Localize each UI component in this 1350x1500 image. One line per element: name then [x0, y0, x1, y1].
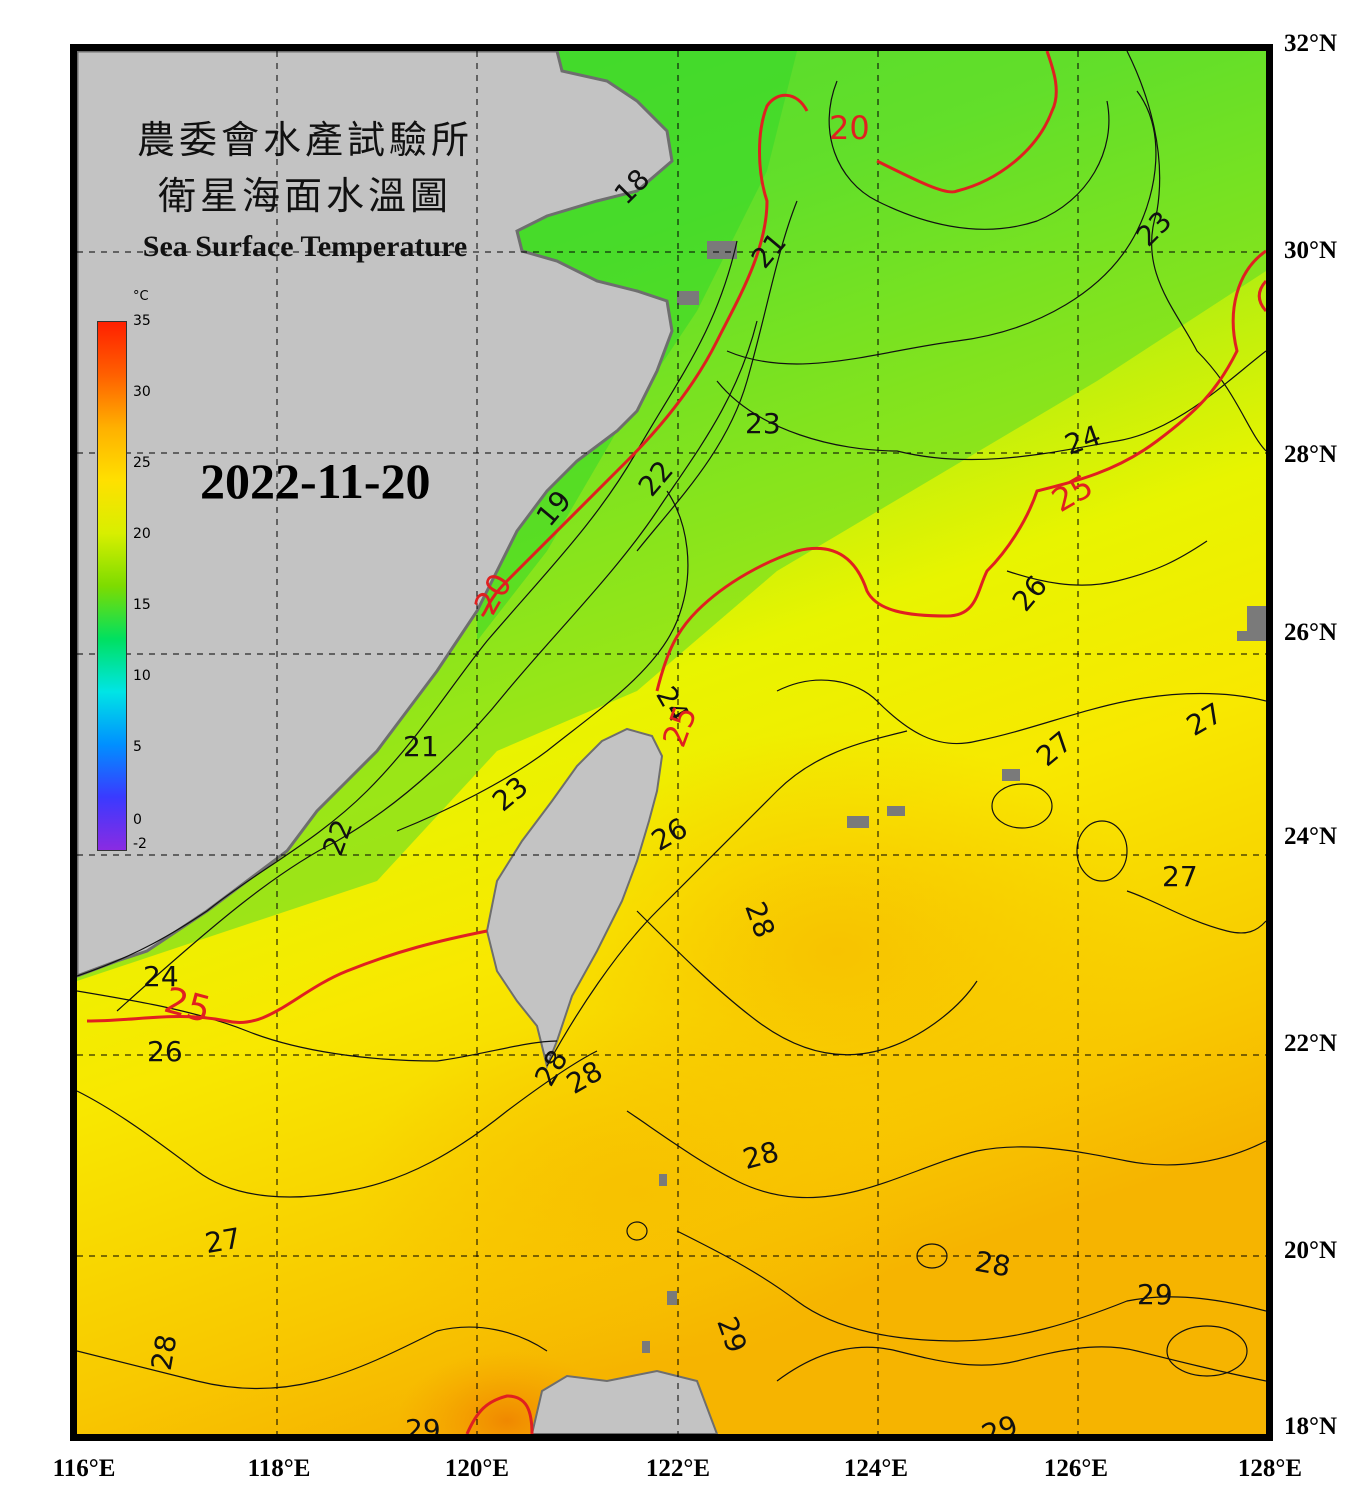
lat-label: 32°N — [1284, 30, 1338, 57]
sst-map-canvas: 18 20 21 23 23 24 25 22 19 26 20 24 25 2… — [77, 51, 1266, 1434]
lon-label: 116°E — [52, 1455, 116, 1482]
colorbar-tick: 5 — [133, 739, 142, 755]
lon-label: 118°E — [247, 1455, 311, 1482]
lat-label: 24°N — [1284, 823, 1338, 850]
contour-label: 24 — [143, 960, 179, 993]
contour-label: 29 — [1137, 1278, 1173, 1311]
temperature-colorbar — [97, 321, 127, 851]
lat-lon-grid — [77, 51, 1266, 1434]
warm-water-patch-south — [357, 1011, 917, 1371]
title-en: Sea Surface Temperature — [142, 230, 468, 263]
contour-label: 21 — [403, 730, 439, 763]
colorbar-tick: 20 — [133, 526, 151, 542]
map-title: 農委會水產試驗所 衛星海面水溫圖 Sea Surface Temperature — [100, 112, 510, 264]
title-zh-line2: 衛星海面水溫圖 — [157, 174, 452, 218]
lat-label: 20°N — [1284, 1237, 1338, 1264]
contour-label: 27 — [1162, 860, 1198, 893]
isotherms-major — [86, 51, 1266, 1434]
lat-label: 22°N — [1284, 1030, 1338, 1057]
colorbar-tick: 25 — [133, 455, 151, 471]
lat-label: 18°N — [1284, 1413, 1338, 1440]
contour-label: 28 — [972, 1245, 1013, 1284]
contour-label: 26 — [147, 1035, 183, 1068]
contour-label: 28 — [145, 1332, 184, 1373]
lon-label: 124°E — [843, 1455, 909, 1482]
title-zh-line1: 農委會水產試驗所 — [136, 118, 473, 162]
lon-label: 128°E — [1237, 1455, 1303, 1482]
lon-label: 122°E — [645, 1455, 711, 1482]
colorbar-tick: -2 — [133, 836, 147, 852]
contour-label: 23 — [745, 407, 781, 440]
contour-label: 29 — [405, 1413, 441, 1434]
china-mainland — [77, 51, 674, 978]
colorbar-unit: °C — [133, 289, 149, 304]
lon-label: 126°E — [1043, 1455, 1109, 1482]
lat-label: 26°N — [1284, 619, 1338, 646]
colorbar-tick: 0 — [133, 812, 142, 828]
contour-label: 20 — [829, 109, 870, 147]
lat-label: 28°N — [1284, 441, 1338, 468]
sst-map: 18 20 21 23 23 24 25 22 19 26 20 24 25 2… — [70, 44, 1273, 1441]
colorbar-tick: 35 — [133, 313, 151, 329]
lon-label: 120°E — [444, 1455, 510, 1482]
small-islands — [642, 241, 1266, 1353]
colorbar-tick: 10 — [133, 668, 151, 684]
isotherms-minor — [77, 51, 1266, 1390]
colorbar-tick: 30 — [133, 384, 151, 400]
contour-label: 27 — [202, 1221, 243, 1260]
colorbar-tick: 15 — [133, 597, 151, 613]
luzon-island — [530, 1369, 719, 1434]
map-date: 2022-11-20 — [200, 453, 431, 509]
lat-label: 30°N — [1284, 237, 1338, 264]
